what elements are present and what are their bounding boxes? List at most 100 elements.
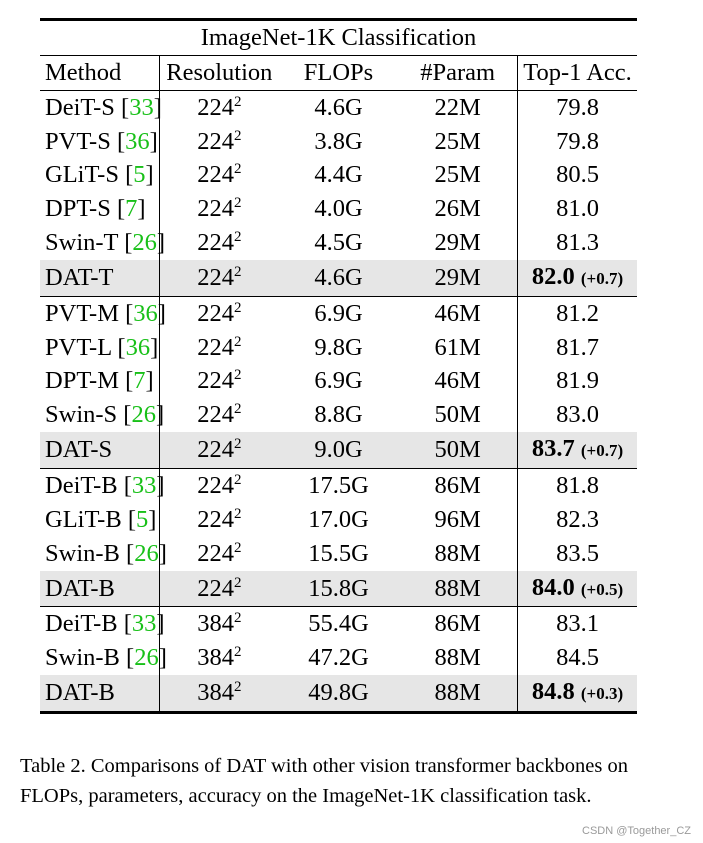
acc-value: 83.1 — [556, 610, 599, 638]
resolution-value: 224 — [197, 367, 234, 395]
cell-method: PVT-M [36] — [40, 295, 166, 331]
cell-params: 88M — [398, 675, 518, 714]
citation-link[interactable]: 26 — [131, 401, 156, 429]
cell-top1-acc: 82.3 — [517, 502, 637, 537]
citation-link[interactable]: 5 — [135, 505, 149, 533]
method-name: PVT-L — [45, 333, 112, 361]
cell-params: 22M — [398, 89, 518, 125]
cell-top1-acc: 81.3 — [517, 226, 637, 260]
cell-method: DPT-M [7] — [45, 367, 154, 395]
resolution-exponent: 2 — [233, 367, 242, 384]
resolution-exponent: 2 — [233, 195, 242, 212]
method-name: DAT-S — [45, 436, 113, 464]
citation-link[interactable]: 33 — [131, 471, 157, 499]
cell-resolution: 2242 — [158, 398, 279, 433]
method-name: PVT-S — [45, 127, 111, 155]
resolution-value: 224 — [197, 299, 234, 327]
cell-top1-acc: 84.8 (+0.3) — [517, 675, 637, 714]
header-params: #Param — [398, 54, 518, 91]
cell-method: DPT-S [7] — [45, 195, 146, 223]
table-row: Swin-S [26] 2242 8.8G 50M 83.0 — [40, 398, 637, 433]
cell-flops: 17.0G — [308, 505, 369, 533]
citation-link[interactable]: 26 — [132, 229, 157, 257]
results-table: ImageNet-1K Classification Method Resolu… — [40, 18, 637, 714]
cell-method: PVT-L [36] — [45, 333, 159, 361]
resolution-value: 384 — [197, 610, 234, 638]
cell-resolution: 2242 — [158, 158, 279, 193]
citation-link[interactable]: 26 — [134, 644, 159, 672]
cell-params: 86M — [398, 467, 518, 503]
method-name: PVT-M — [45, 299, 119, 327]
acc-value: 84.8 — [531, 678, 575, 706]
method-name: DPT-S — [45, 195, 111, 223]
table-body: DeiT-S [33] 2242 4.6G 22M 79.8 PVT-S [36] 2242… — [40, 89, 637, 714]
cell-resolution: 2242 — [158, 192, 279, 227]
cell-flops: 15.5G — [308, 539, 369, 567]
cell-params: 25M — [434, 161, 481, 189]
cell-flops: 9.8G — [314, 333, 363, 361]
table-title: ImageNet-1K Classification — [40, 18, 637, 56]
cell-flops: 6.9G — [278, 295, 399, 331]
cell-resolution: 3842 — [158, 641, 279, 676]
cell-params: 26M — [434, 195, 481, 223]
resolution-value: 224 — [197, 161, 234, 189]
cell-top1-acc: 81.9 — [517, 364, 637, 399]
cell-params: 88M — [398, 570, 518, 607]
resolution-exponent: 2 — [233, 644, 242, 661]
acc-value: 83.5 — [556, 539, 599, 567]
cell-method: PVT-S [36] — [45, 127, 158, 155]
method-name: DAT-B — [45, 574, 115, 602]
cell-method: Swin-B [26] — [45, 539, 167, 567]
cell-params: 88M — [434, 644, 481, 672]
table-row-ours: DAT-T 2242 4.6G 29M 82.0 (+0.7) — [40, 259, 637, 297]
table-row: DeiT-B [33] 2242 17.5G 86M 81.8 — [40, 467, 637, 503]
resolution-exponent: 2 — [233, 610, 242, 627]
resolution-exponent: 2 — [233, 161, 242, 178]
cell-flops: 3.8G — [314, 127, 363, 155]
cell-top1-acc: 79.8 — [517, 124, 637, 159]
resolution-value: 224 — [197, 401, 234, 429]
citation-link[interactable]: 7 — [125, 195, 138, 223]
table-row: PVT-M [36] 2242 6.9G 46M 81.2 — [40, 295, 637, 331]
citation-link[interactable]: 33 — [131, 610, 157, 638]
table-row-ours: DAT-B 2242 15.8G 88M 84.0 (+0.5) — [40, 570, 637, 607]
citation-link[interactable]: 36 — [133, 299, 158, 327]
cell-top1-acc: 81.0 — [517, 192, 637, 227]
acc-value: 81.0 — [556, 195, 599, 223]
resolution-exponent: 2 — [233, 229, 242, 246]
citation-link[interactable]: 7 — [133, 367, 146, 395]
cell-resolution: 2242 — [158, 124, 279, 159]
resolution-exponent: 2 — [233, 127, 242, 144]
resolution-value: 224 — [197, 263, 234, 291]
resolution-exponent: 2 — [233, 505, 242, 522]
cell-params: 46M — [434, 367, 481, 395]
resolution-value: 224 — [197, 127, 234, 155]
table-row: DPT-M [7] 2242 6.9G 46M 81.9 — [40, 364, 637, 399]
resolution-value: 224 — [197, 333, 234, 361]
table-row-ours: DAT-S 2242 9.0G 50M 83.7 (+0.7) — [40, 432, 637, 469]
cell-method: GLiT-B [5] — [45, 505, 157, 533]
resolution-exponent: 2 — [233, 263, 242, 280]
cell-top1-acc: 82.0 (+0.7) — [517, 259, 637, 297]
cell-method: DeiT-S [33] — [40, 89, 162, 125]
cell-method: GLiT-S [5] — [45, 161, 154, 189]
header-flops: FLOPs — [278, 54, 399, 91]
header-resolution: Resolution — [158, 54, 279, 91]
citation-link[interactable]: 36 — [125, 127, 150, 155]
citation-link[interactable]: 26 — [134, 539, 159, 567]
cell-flops: 4.6G — [278, 259, 399, 297]
table-row: Swin-B [26] 3842 47.2G 88M 84.5 — [40, 641, 637, 676]
table-row: DPT-S [7] 2242 4.0G 26M 81.0 — [40, 192, 637, 227]
citation-link[interactable]: 33 — [129, 93, 154, 121]
acc-value: 82.0 — [531, 262, 575, 290]
cell-flops: 47.2G — [308, 644, 369, 672]
cell-params: 29M — [434, 229, 481, 257]
cell-flops: 49.8G — [278, 675, 399, 714]
acc-value: 79.8 — [556, 93, 599, 121]
resolution-value: 224 — [197, 195, 234, 223]
citation-link[interactable]: 36 — [125, 333, 151, 361]
cell-resolution: 2242 — [158, 89, 279, 125]
citation-link[interactable]: 5 — [133, 161, 146, 189]
cell-top1-acc: 81.7 — [517, 330, 637, 365]
table-row: DeiT-S [33] 2242 4.6G 22M 79.8 — [40, 89, 637, 125]
